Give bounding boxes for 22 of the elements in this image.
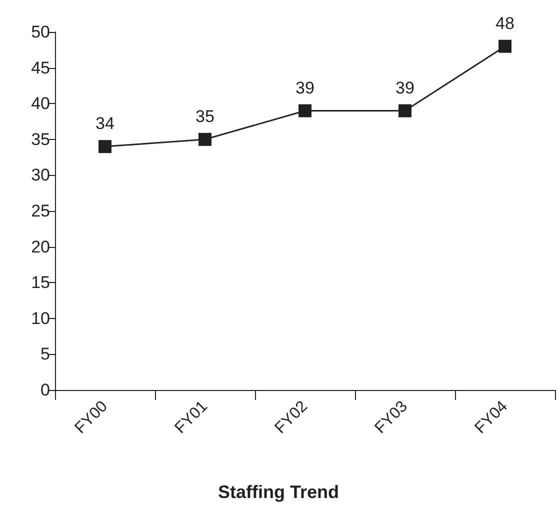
y-tick-label: 10 — [31, 308, 50, 328]
point — [98, 140, 112, 154]
y-tick-label: 15 — [31, 273, 50, 292]
y-tick-label: 35 — [31, 130, 50, 149]
y-tick-label: 30 — [31, 166, 50, 185]
data-label: 48 — [496, 14, 514, 33]
y-tick-label: 5 — [40, 344, 50, 364]
data-label: 35 — [196, 106, 214, 126]
y-tick-label: 20 — [31, 237, 50, 256]
point — [498, 40, 512, 53]
text: Staffing Trend — [218, 482, 339, 502]
point — [198, 132, 212, 146]
y-tick-label: 45 — [31, 58, 50, 78]
data-label: 39 — [396, 78, 414, 98]
y-tick-label: 40 — [31, 94, 50, 114]
point — [398, 104, 412, 118]
y-tick-label: 25 — [31, 202, 50, 220]
data-label: 34 — [96, 114, 114, 134]
point — [298, 104, 312, 118]
y-tick-label: 50 — [31, 22, 50, 42]
y-tick-label: 0 — [40, 380, 50, 400]
data-label: 39 — [296, 78, 314, 98]
